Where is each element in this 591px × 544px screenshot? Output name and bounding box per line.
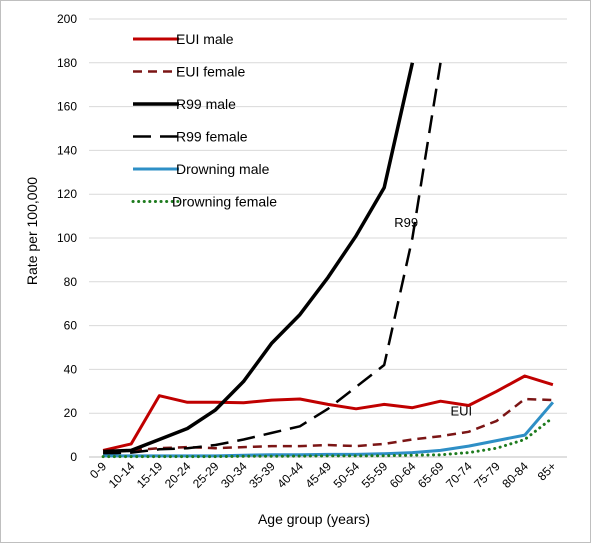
y-tick-label: 140 (57, 143, 77, 157)
y-tick-label: 100 (57, 231, 77, 245)
x-tick-label: 65-69 (415, 459, 447, 491)
x-tick-label: 50-54 (331, 459, 363, 491)
annotations: R99 EUI (394, 215, 472, 418)
series-line-r99-female (103, 62, 442, 455)
x-tick-label: 20-24 (162, 459, 194, 491)
series-line-r99-male (103, 62, 415, 454)
x-tick-label: 35-39 (246, 459, 278, 491)
series-line-drowning-male (103, 401, 555, 458)
x-tick-label: 0-9 (87, 459, 109, 481)
y-tick-label: 80 (64, 275, 78, 289)
y-tick-label: 160 (57, 100, 77, 114)
x-tick-labels: 0-910-1415-1920-2425-2930-3435-3940-4445… (87, 459, 559, 491)
legend-label: R99 male (176, 96, 236, 112)
y-tick-label: 0 (70, 450, 77, 464)
x-tick-label: 10-14 (106, 459, 138, 491)
y-tick-label: 180 (57, 56, 77, 70)
legend-label: Drowning male (176, 161, 270, 177)
x-tick-label: 15-19 (134, 459, 166, 491)
y-tick-label: 60 (64, 319, 78, 333)
y-tick-labels: 0 20 40 60 80 100 120 140 160 180 200 (57, 12, 77, 464)
series-lines (101, 62, 555, 459)
gridlines (89, 18, 567, 414)
x-tick-label: 25-29 (190, 459, 222, 491)
series-line-eui-female (103, 397, 553, 454)
y-tick-label: 120 (57, 187, 77, 201)
series-line-drowning-female (101, 416, 555, 459)
x-tick-label: 30-34 (218, 459, 250, 491)
series-line-eui-male (102, 374, 554, 452)
x-tick-label: 55-59 (359, 459, 391, 491)
x-tick-label: 75-79 (471, 459, 503, 491)
x-axis-title: Age group (years) (258, 511, 370, 527)
y-tick-label: 200 (57, 12, 77, 26)
y-axis-title: Rate per 100,000 (24, 177, 40, 285)
y-tick-label: 20 (64, 406, 78, 420)
legend-label: EUI male (176, 31, 234, 47)
x-tick-label: 70-74 (443, 459, 475, 491)
x-tick-label: 60-64 (387, 459, 419, 491)
annotation-label: R99 (394, 215, 418, 230)
legend-label: Drowning female (172, 194, 277, 210)
x-tick-label: 45-49 (303, 459, 335, 491)
annotation-label: EUI (450, 403, 472, 418)
x-tick-label: 40-44 (274, 459, 306, 491)
legend-label: EUI female (176, 64, 245, 80)
legend: EUI male EUI female R99 male R99 female Drow… (131, 31, 277, 210)
legend-label: R99 female (176, 129, 248, 145)
y-tick-label: 40 (64, 362, 78, 376)
x-tick-label: 80-84 (499, 459, 531, 491)
x-tick-label: 85+ (535, 459, 559, 483)
